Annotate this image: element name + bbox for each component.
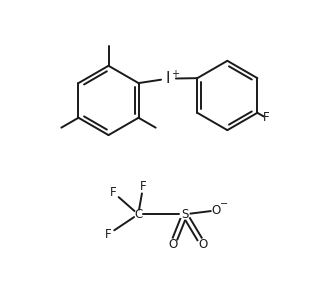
Text: O: O (212, 204, 221, 217)
Text: I: I (166, 71, 170, 86)
Text: F: F (105, 228, 112, 241)
Text: O: O (168, 238, 178, 251)
Text: O: O (198, 238, 207, 251)
Text: F: F (110, 186, 117, 199)
Text: +: + (171, 69, 179, 79)
Text: S: S (181, 208, 188, 221)
Text: −: − (220, 199, 229, 210)
Text: F: F (263, 111, 269, 124)
Text: C: C (134, 208, 142, 221)
Text: F: F (140, 180, 146, 193)
